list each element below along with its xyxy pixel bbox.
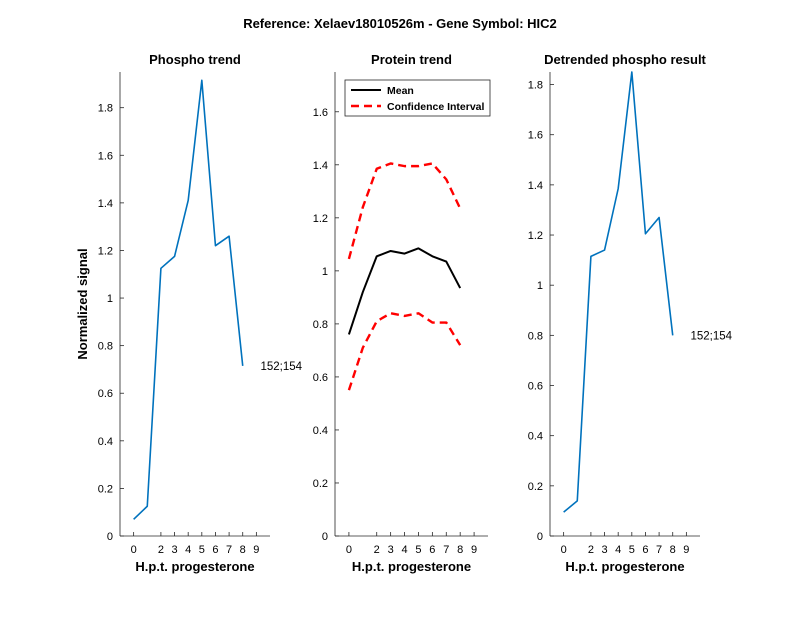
- figure-title: Reference: Xelaev18010526m - Gene Symbol…: [243, 16, 557, 31]
- subplot-2: 0 0.2 0.4 0.6 0.8 1 1.2 1.4 1.6 0 2 3 4 5 6 7 8 9 Protein …: [313, 52, 491, 574]
- y-tick-label: 0: [537, 531, 543, 543]
- x-tick-label: 4: [401, 544, 407, 556]
- x-axis-label: H.p.t. progesterone: [135, 559, 254, 574]
- y-tick-label: 0.2: [313, 478, 328, 490]
- y-tick-label: 1.8: [528, 80, 543, 92]
- x-tick-label: 8: [457, 544, 463, 556]
- x-tick-label: 5: [629, 544, 635, 556]
- y-tick-label: 1.2: [528, 230, 543, 242]
- y-tick-label: 0.6: [528, 381, 543, 393]
- series-line-1: [347, 247, 462, 335]
- y-tick-label: 0.8: [98, 341, 113, 353]
- y-tick-label: 1.6: [98, 150, 113, 162]
- x-tick-label: 6: [212, 544, 218, 556]
- x-tick-label: 9: [683, 544, 689, 556]
- y-tick-label: 0.4: [528, 431, 543, 443]
- y-tick-label: 1.4: [528, 180, 543, 192]
- x-tick-label: 4: [185, 544, 191, 556]
- x-tick-label: 5: [199, 544, 205, 556]
- legend-label: Mean: [387, 85, 414, 97]
- series-line-1: [563, 71, 674, 513]
- x-tick-label: 6: [642, 544, 648, 556]
- x-tick-label: 5: [415, 544, 421, 556]
- x-tick-label: 0: [131, 544, 137, 556]
- y-tick-label: 1.2: [313, 213, 328, 225]
- y-tick-label: 0: [107, 531, 113, 543]
- y-tick-label: 1.6: [313, 107, 328, 119]
- y-tick-label: 0: [322, 531, 328, 543]
- y-tick-label: 1.8: [98, 103, 113, 115]
- y-tick-label: 1.4: [313, 160, 328, 172]
- x-tick-label: 8: [240, 544, 246, 556]
- x-tick-label: 3: [601, 544, 607, 556]
- point-annotation: 152;154: [690, 330, 732, 342]
- y-tick-label: 1: [322, 266, 328, 278]
- x-tick-label: 3: [171, 544, 177, 556]
- x-tick-label: 7: [226, 544, 232, 556]
- x-tick-label: 9: [471, 544, 477, 556]
- y-tick-label: 1.2: [98, 245, 113, 257]
- y-axis-label: Normalized signal: [75, 248, 90, 359]
- x-tick-label: 2: [158, 544, 164, 556]
- x-tick-label: 7: [656, 544, 662, 556]
- subplot-title: Detrended phospho result: [544, 52, 706, 67]
- y-tick-label: 1.6: [528, 130, 543, 142]
- subplot-3: 0 0.2 0.4 0.6 0.8 1 1.2 1.4 1.6 1.8 0 2 3 4 5 6 7 8 9 Detre…: [528, 52, 733, 574]
- x-tick-label: 6: [429, 544, 435, 556]
- subplot-panels: 00.20.40.60.811.21.41.61.80 2 3 4 5 6 7 8 9Phosp…: [75, 52, 733, 574]
- series-line-2: [347, 162, 462, 260]
- y-tick-label: 0.8: [528, 330, 543, 342]
- y-tick-label: 0.6: [313, 372, 328, 384]
- y-tick-label: 0.2: [98, 483, 113, 495]
- y-tick-label: 0.8: [313, 319, 328, 331]
- legend-box: [344, 79, 491, 117]
- y-tick-label: 1: [537, 280, 543, 292]
- subplot-title: Phospho trend: [149, 52, 241, 67]
- series-line-3: [347, 312, 462, 391]
- x-tick-label: 0: [346, 544, 352, 556]
- x-axis-label: H.p.t. progesterone: [565, 559, 684, 574]
- x-tick-label: 2: [588, 544, 594, 556]
- x-tick-label: 8: [670, 544, 676, 556]
- y-tick-label: 0.2: [528, 481, 543, 493]
- series-line-1: [133, 79, 244, 520]
- subplot-1: 0 0.2 0.4 0.6 0.8 1 1.2 1.4 1.6 1.8 0 2 3 4 5 6 7 8 9 Phosp…: [75, 52, 303, 574]
- x-tick-label: 0: [561, 544, 567, 556]
- y-tick-label: 0.4: [313, 425, 328, 437]
- x-tick-label: 7: [443, 544, 449, 556]
- x-axis-label: H.p.t. progesterone: [352, 559, 471, 574]
- y-tick-label: 0.6: [98, 388, 113, 400]
- y-tick-label: 1.4: [98, 198, 113, 210]
- y-tick-label: 0.4: [98, 436, 113, 448]
- x-tick-label: 3: [388, 544, 394, 556]
- point-annotation: 152;154: [260, 361, 302, 373]
- y-tick-label: 1: [107, 293, 113, 305]
- x-tick-label: 9: [253, 544, 259, 556]
- x-tick-label: 4: [615, 544, 621, 556]
- x-tick-label: 2: [374, 544, 380, 556]
- subplot-title: Protein trend: [371, 52, 452, 67]
- legend-label: Confidence Interval: [387, 101, 485, 113]
